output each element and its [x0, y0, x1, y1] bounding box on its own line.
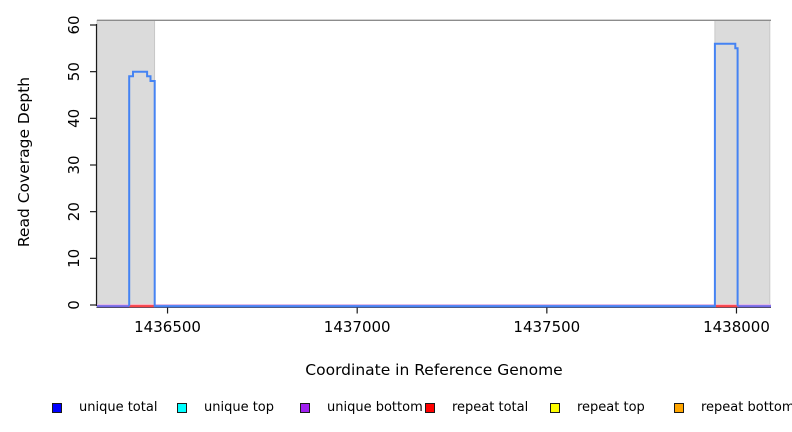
- legend-swatch-repeat-top-icon: [550, 403, 560, 413]
- legend-label-repeat-bottom: repeat bottom: [701, 400, 792, 415]
- legend-item-unique-total: unique total: [52, 399, 157, 417]
- y-tick-label: 60: [65, 15, 83, 34]
- y-axis-title: Read Coverage Depth: [15, 77, 33, 247]
- legend-swatch-unique-top-icon: [177, 403, 187, 413]
- y-tick-label: 50: [65, 62, 83, 81]
- x-axis-title: Coordinate in Reference Genome: [305, 361, 562, 379]
- legend-label-unique-total: unique total: [79, 400, 158, 415]
- legend-swatch-unique-total-icon: [52, 403, 62, 413]
- legend-item-repeat-top: repeat top: [550, 399, 645, 417]
- legend-label-repeat-top: repeat top: [577, 400, 645, 415]
- y-tick-label: 20: [65, 202, 83, 221]
- y-tick-label: 40: [65, 109, 83, 128]
- legend-item-repeat-bottom: repeat bottom: [674, 399, 792, 417]
- legend-swatch-repeat-total-icon: [425, 403, 435, 413]
- y-tick-label: 10: [65, 249, 83, 268]
- legend-swatch-repeat-bottom-icon: [674, 403, 684, 413]
- y-tick-label: 30: [65, 155, 83, 174]
- unique-total-curve: [128, 42, 739, 308]
- y-tick-label: 0: [65, 300, 83, 310]
- right-flank-masked-region: [714, 19, 771, 308]
- legend: unique total unique top unique bottom re…: [0, 399, 792, 421]
- x-tick-label: 1438000: [703, 318, 770, 336]
- coverage-plot: 0 10 20 30 40 50 60 1436500 1437000 1437500 143800…: [15, 15, 771, 379]
- legend-label-repeat-total: repeat total: [452, 400, 529, 415]
- x-tick-label: 1437000: [324, 318, 391, 336]
- legend-label-unique-top: unique top: [204, 400, 275, 415]
- left-flank-masked-region: [96, 19, 156, 308]
- x-tick-label: 1436500: [134, 318, 201, 336]
- legend-item-unique-bottom: unique bottom: [300, 399, 423, 417]
- legend-label-unique-bottom: unique bottom: [327, 400, 423, 415]
- chart-canvas: 0 10 20 30 40 50 60 1436500 1437000 1437500 143800…: [65, 15, 771, 336]
- x-tick-label: 1437500: [513, 318, 580, 336]
- legend-swatch-unique-bottom-icon: [300, 403, 310, 413]
- legend-item-unique-top: unique top: [177, 399, 274, 417]
- legend-item-repeat-total: repeat total: [425, 399, 528, 417]
